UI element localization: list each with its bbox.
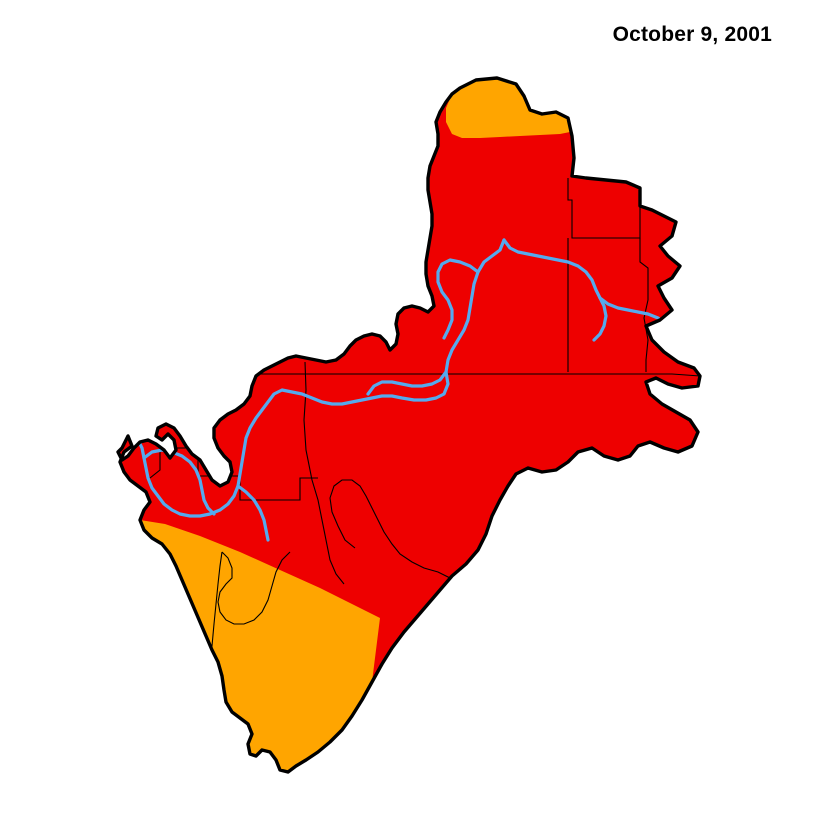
basin-outline: [116, 76, 702, 774]
page-title: October 9, 2001: [612, 23, 772, 46]
river-west-tributary: [142, 448, 216, 516]
river-mid-tributary: [366, 370, 448, 396]
drought-area-moderate-north: [446, 78, 570, 138]
drought-area-moderate-south: [140, 520, 380, 772]
river-southwest-branch: [236, 484, 270, 542]
river-east-tributary: [592, 296, 608, 342]
drought-fill-group: [118, 78, 700, 772]
river-main-stem: [130, 238, 506, 518]
river-network: [130, 238, 680, 542]
river-north-tributary: [436, 258, 480, 340]
river-upper-branch: [502, 238, 680, 336]
